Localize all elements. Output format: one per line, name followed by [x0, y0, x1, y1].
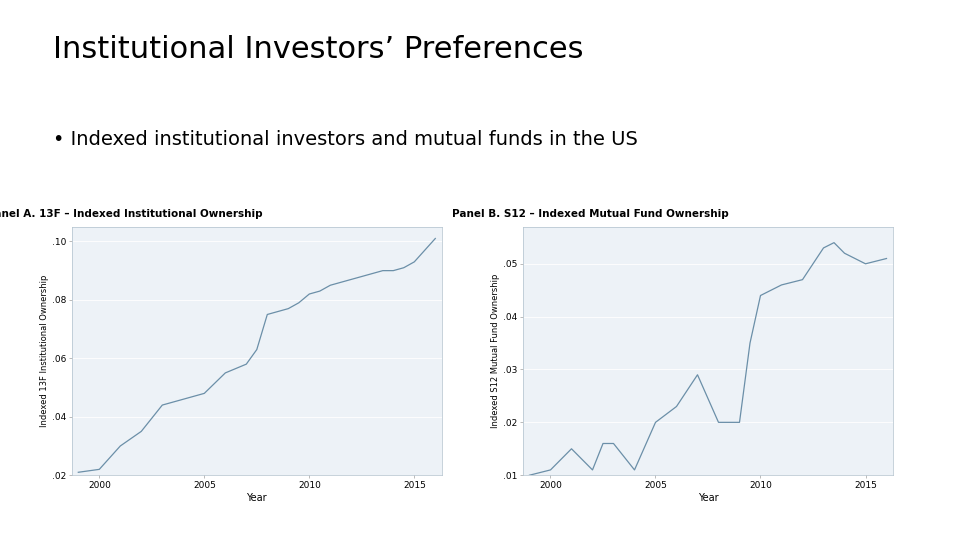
Text: Panel B. S12 – Indexed Mutual Fund Ownership: Panel B. S12 – Indexed Mutual Fund Owner…: [452, 208, 729, 219]
Y-axis label: Indexed S12 Mutual Fund Ownership: Indexed S12 Mutual Fund Ownership: [492, 274, 500, 428]
Text: • Indexed institutional investors and mutual funds in the US: • Indexed institutional investors and mu…: [53, 130, 637, 148]
Text: Institutional Investors’ Preferences: Institutional Investors’ Preferences: [53, 35, 584, 64]
Text: Panel A. 13F – Indexed Institutional Ownership: Panel A. 13F – Indexed Institutional Own…: [0, 208, 263, 219]
X-axis label: Year: Year: [698, 492, 718, 503]
Y-axis label: Indexed 13F Institutional Ownership: Indexed 13F Institutional Ownership: [40, 275, 49, 427]
X-axis label: Year: Year: [247, 492, 267, 503]
